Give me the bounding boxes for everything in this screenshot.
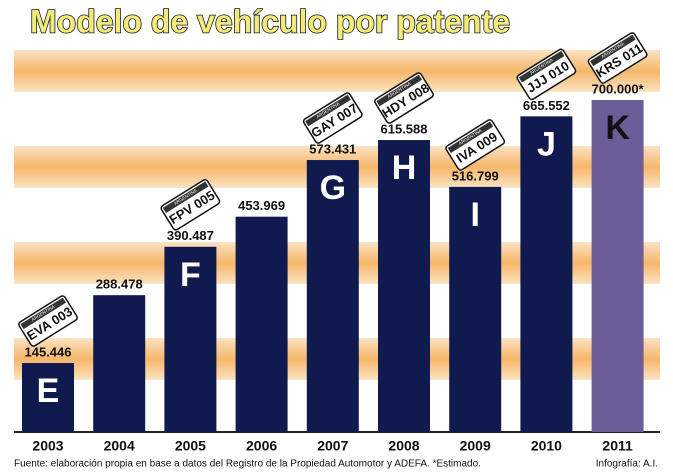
x-tick-label: 2010 xyxy=(531,438,562,454)
value-label: 145.446 xyxy=(25,344,72,359)
x-tick-label: 2005 xyxy=(175,438,206,454)
credit: Infografía: A.I. xyxy=(596,459,658,470)
bar xyxy=(592,100,644,432)
x-tick-label: 2011 xyxy=(602,438,633,454)
value-label: 573.431 xyxy=(309,141,356,156)
x-tick-label: 2004 xyxy=(104,438,135,454)
x-tick-label: 2003 xyxy=(32,438,63,454)
bar-letter: J xyxy=(537,125,556,163)
value-label: 665.552 xyxy=(523,98,570,113)
bar-letter: H xyxy=(392,149,417,187)
bar xyxy=(93,295,145,432)
value-label: 615.588 xyxy=(381,121,428,136)
bar-letter: I xyxy=(470,196,479,234)
value-label: 288.478 xyxy=(96,277,143,292)
value-label: 516.799 xyxy=(452,168,499,183)
bar-letter: E xyxy=(37,372,60,410)
bar xyxy=(520,116,572,432)
value-label: 390.487 xyxy=(167,228,214,243)
x-tick-label: 2007 xyxy=(317,438,348,454)
bar xyxy=(236,217,288,432)
bar-letter: F xyxy=(180,256,201,294)
bar-letter: G xyxy=(320,169,346,207)
bar-letter: K xyxy=(605,109,630,147)
chart-title: Modelo de vehículo por patente xyxy=(30,3,510,39)
x-tick-label: 2006 xyxy=(246,438,277,454)
x-tick-label: 2009 xyxy=(460,438,491,454)
value-label: 700.000* xyxy=(592,81,645,96)
value-label: 453.969 xyxy=(238,198,285,213)
x-tick-label: 2008 xyxy=(388,438,419,454)
source-note: Fuente: elaboración propia en base a dat… xyxy=(14,459,481,470)
